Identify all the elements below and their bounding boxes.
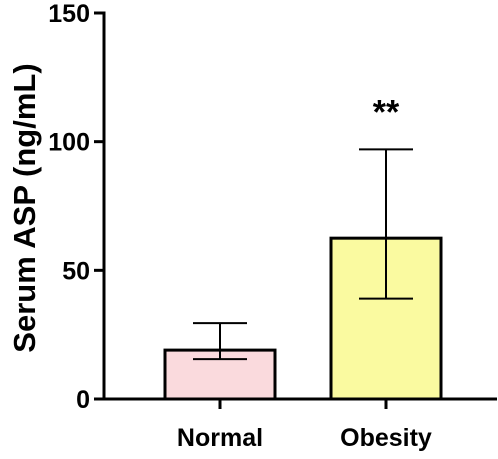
labels-layer: 0 50 100 150 Normal Obesity Serum ASP (ng/mL) *…: [7, 0, 432, 452]
y-tick-label-100: 100: [48, 129, 90, 157]
x-tick-label-obesity: Obesity: [340, 424, 432, 452]
y-tick-label-0: 0: [76, 386, 90, 414]
axes-layer: [94, 11, 497, 409]
y-tick-label-50: 50: [62, 257, 90, 285]
y-axis-title: Serum ASP (ng/mL): [7, 63, 42, 352]
error-bars-layer: [193, 148, 413, 361]
significance-annotation: **: [373, 93, 400, 131]
bars-layer: [163, 236, 443, 401]
y-tick-label-150: 150: [48, 0, 90, 28]
x-tick-label-normal: Normal: [177, 424, 263, 452]
